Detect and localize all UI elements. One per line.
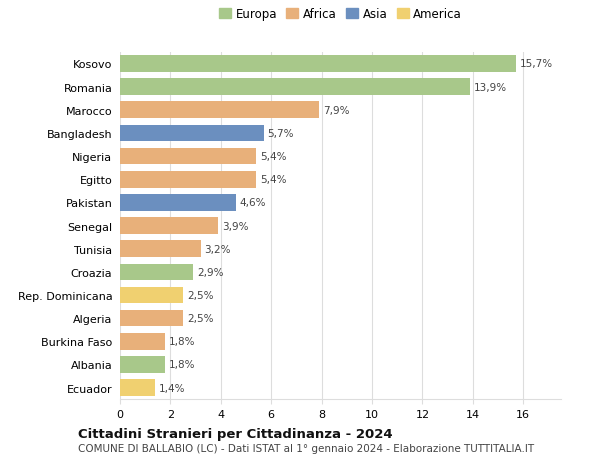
Bar (120, 218, 218, 235)
Text: 15,7%: 15,7% (520, 59, 553, 69)
Text: 5,4%: 5,4% (260, 152, 286, 162)
Text: COMUNE DI BALLABIO (LC) - Dati ISTAT al 1° gennaio 2024 - Elaborazione TUTTITALI: COMUNE DI BALLABIO (LC) - Dati ISTAT al … (78, 443, 534, 453)
Bar (120, 102, 319, 119)
Bar (120, 380, 155, 396)
Text: 7,9%: 7,9% (323, 106, 349, 116)
Bar (120, 333, 166, 350)
Text: 3,9%: 3,9% (222, 221, 248, 231)
Text: Cittadini Stranieri per Cittadinanza - 2024: Cittadini Stranieri per Cittadinanza - 2… (78, 427, 392, 440)
Bar (120, 148, 256, 165)
Text: 5,4%: 5,4% (260, 175, 286, 185)
Bar (120, 287, 183, 304)
Text: 5,7%: 5,7% (268, 129, 294, 139)
Bar (120, 125, 263, 142)
Text: 2,5%: 2,5% (187, 291, 213, 300)
Bar (120, 310, 183, 327)
Text: 1,4%: 1,4% (159, 383, 185, 393)
Text: 2,5%: 2,5% (187, 313, 213, 324)
Bar (120, 56, 515, 73)
Bar (120, 172, 256, 188)
Text: 4,6%: 4,6% (240, 198, 266, 208)
Text: 3,2%: 3,2% (205, 244, 231, 254)
Text: 2,9%: 2,9% (197, 267, 223, 277)
Legend: Europa, Africa, Asia, America: Europa, Africa, Asia, America (214, 3, 467, 26)
Bar (120, 356, 166, 373)
Text: 1,8%: 1,8% (169, 360, 196, 369)
Bar (120, 79, 470, 96)
Text: 1,8%: 1,8% (169, 336, 196, 347)
Text: 13,9%: 13,9% (474, 83, 507, 92)
Bar (120, 195, 236, 211)
Bar (120, 264, 193, 280)
Bar (120, 241, 200, 257)
